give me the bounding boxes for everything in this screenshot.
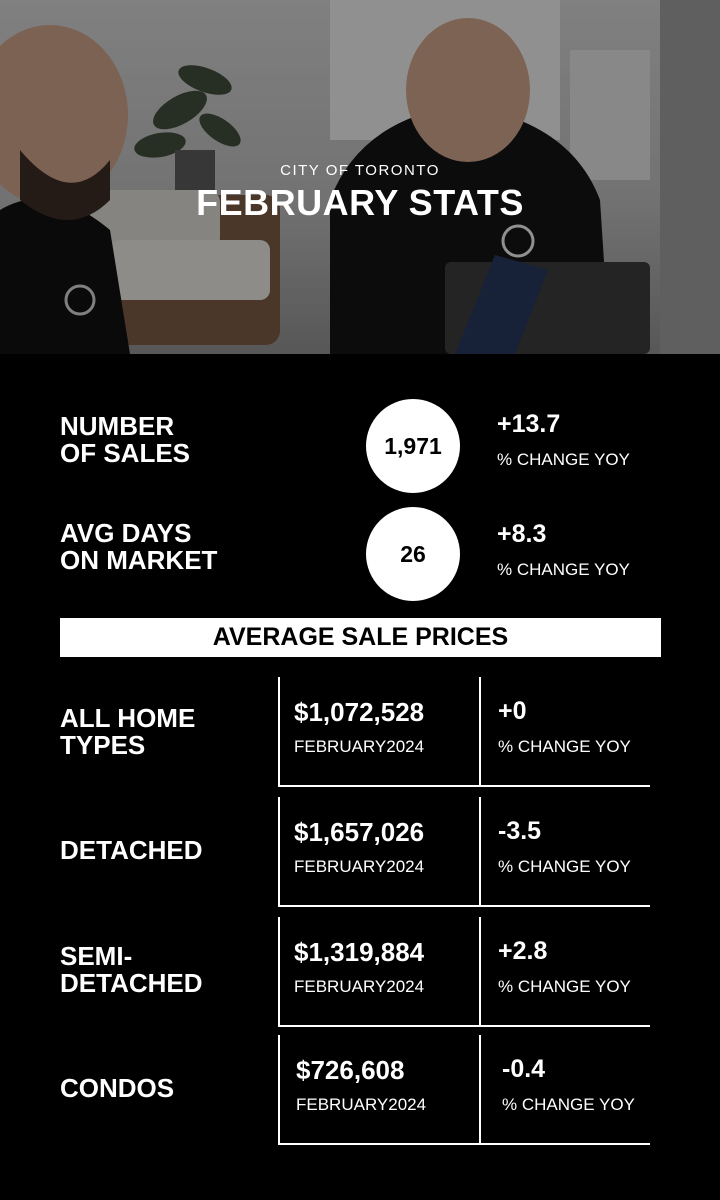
stat-value-circle: 26 bbox=[366, 507, 460, 601]
price-change-label: % CHANGE YOY bbox=[502, 1095, 635, 1114]
hero-illustration bbox=[0, 0, 720, 354]
price-value: $726,608 bbox=[296, 1055, 405, 1085]
price-box: $1,319,884 FEBRUARY2024 +2.8 % CHANGE YO… bbox=[278, 917, 650, 1027]
price-label-line: CONDOS bbox=[60, 1073, 175, 1103]
price-change: +0 bbox=[498, 697, 527, 725]
price-divider bbox=[479, 917, 481, 1025]
price-label-line: DETACHED bbox=[60, 968, 203, 998]
price-month: FEBRUARY2024 bbox=[294, 737, 425, 756]
stat-label-line: NUMBER bbox=[60, 411, 175, 441]
hero-photo: CITY OF TORONTO FEBRUARY STATS bbox=[0, 0, 720, 354]
price-change-label: % CHANGE YOY bbox=[498, 857, 631, 876]
price-box: $726,608 FEBRUARY2024 -0.4 % CHANGE YOY bbox=[278, 1035, 650, 1145]
price-change: -0.4 bbox=[502, 1055, 546, 1083]
price-month: FEBRUARY2024 bbox=[294, 977, 425, 996]
price-box: $1,657,026 FEBRUARY2024 -3.5 % CHANGE YO… bbox=[278, 797, 650, 907]
price-divider bbox=[479, 797, 481, 905]
hero-title: FEBRUARY STATS bbox=[196, 182, 524, 223]
price-divider bbox=[479, 677, 481, 785]
price-label-line: TYPES bbox=[60, 730, 146, 760]
price-row-condos: CONDOS $726,608 FEBRUARY2024 -0.4 % CHAN… bbox=[0, 1035, 720, 1145]
stat-change-label: % CHANGE YOY bbox=[497, 560, 630, 579]
price-row-detached: DETACHED $1,657,026 FEBRUARY2024 -3.5 % … bbox=[0, 797, 720, 907]
price-month: FEBRUARY2024 bbox=[294, 857, 425, 876]
price-label-line: SEMI- bbox=[60, 941, 133, 971]
price-label-line: DETACHED bbox=[60, 835, 203, 865]
stat-change-label: % CHANGE YOY bbox=[497, 450, 630, 469]
stat-change: +13.7 bbox=[497, 410, 561, 438]
price-label: CONDOS bbox=[60, 1075, 174, 1102]
price-value: $1,657,026 bbox=[294, 817, 425, 847]
stat-label-line: ON MARKET bbox=[60, 545, 218, 575]
stat-change: +8.3 bbox=[497, 520, 547, 548]
price-change: +2.8 bbox=[498, 937, 548, 965]
stat-label-line: AVG DAYS bbox=[60, 518, 192, 548]
hero-overlay bbox=[0, 0, 720, 354]
price-row-all-home-types: ALL HOME TYPES $1,072,528 FEBRUARY2024 +… bbox=[0, 677, 720, 787]
price-box: $1,072,528 FEBRUARY2024 +0 % CHANGE YOY bbox=[278, 677, 650, 787]
price-label-line: ALL HOME bbox=[60, 703, 196, 733]
price-divider bbox=[479, 1035, 481, 1143]
price-change: -3.5 bbox=[498, 817, 542, 845]
price-row-semi-detached: SEMI- DETACHED $1,319,884 FEBRUARY2024 +… bbox=[0, 917, 720, 1027]
stat-label: AVG DAYS ON MARKET bbox=[60, 520, 217, 574]
price-month: FEBRUARY2024 bbox=[296, 1095, 427, 1114]
price-label: SEMI- DETACHED bbox=[60, 943, 203, 997]
price-label: ALL HOME TYPES bbox=[60, 705, 195, 759]
stat-label-line: OF SALES bbox=[60, 438, 191, 468]
price-value: $1,319,884 bbox=[294, 937, 425, 967]
hero-subtitle: CITY OF TORONTO bbox=[280, 162, 440, 179]
stat-label: NUMBER OF SALES bbox=[60, 413, 190, 467]
price-change-label: % CHANGE YOY bbox=[498, 737, 631, 756]
price-label: DETACHED bbox=[60, 837, 203, 864]
price-value: $1,072,528 bbox=[294, 697, 425, 727]
average-sale-prices-banner: AVERAGE SALE PRICES bbox=[60, 618, 661, 657]
price-change-label: % CHANGE YOY bbox=[498, 977, 631, 996]
stat-value-circle: 1,971 bbox=[366, 399, 460, 493]
